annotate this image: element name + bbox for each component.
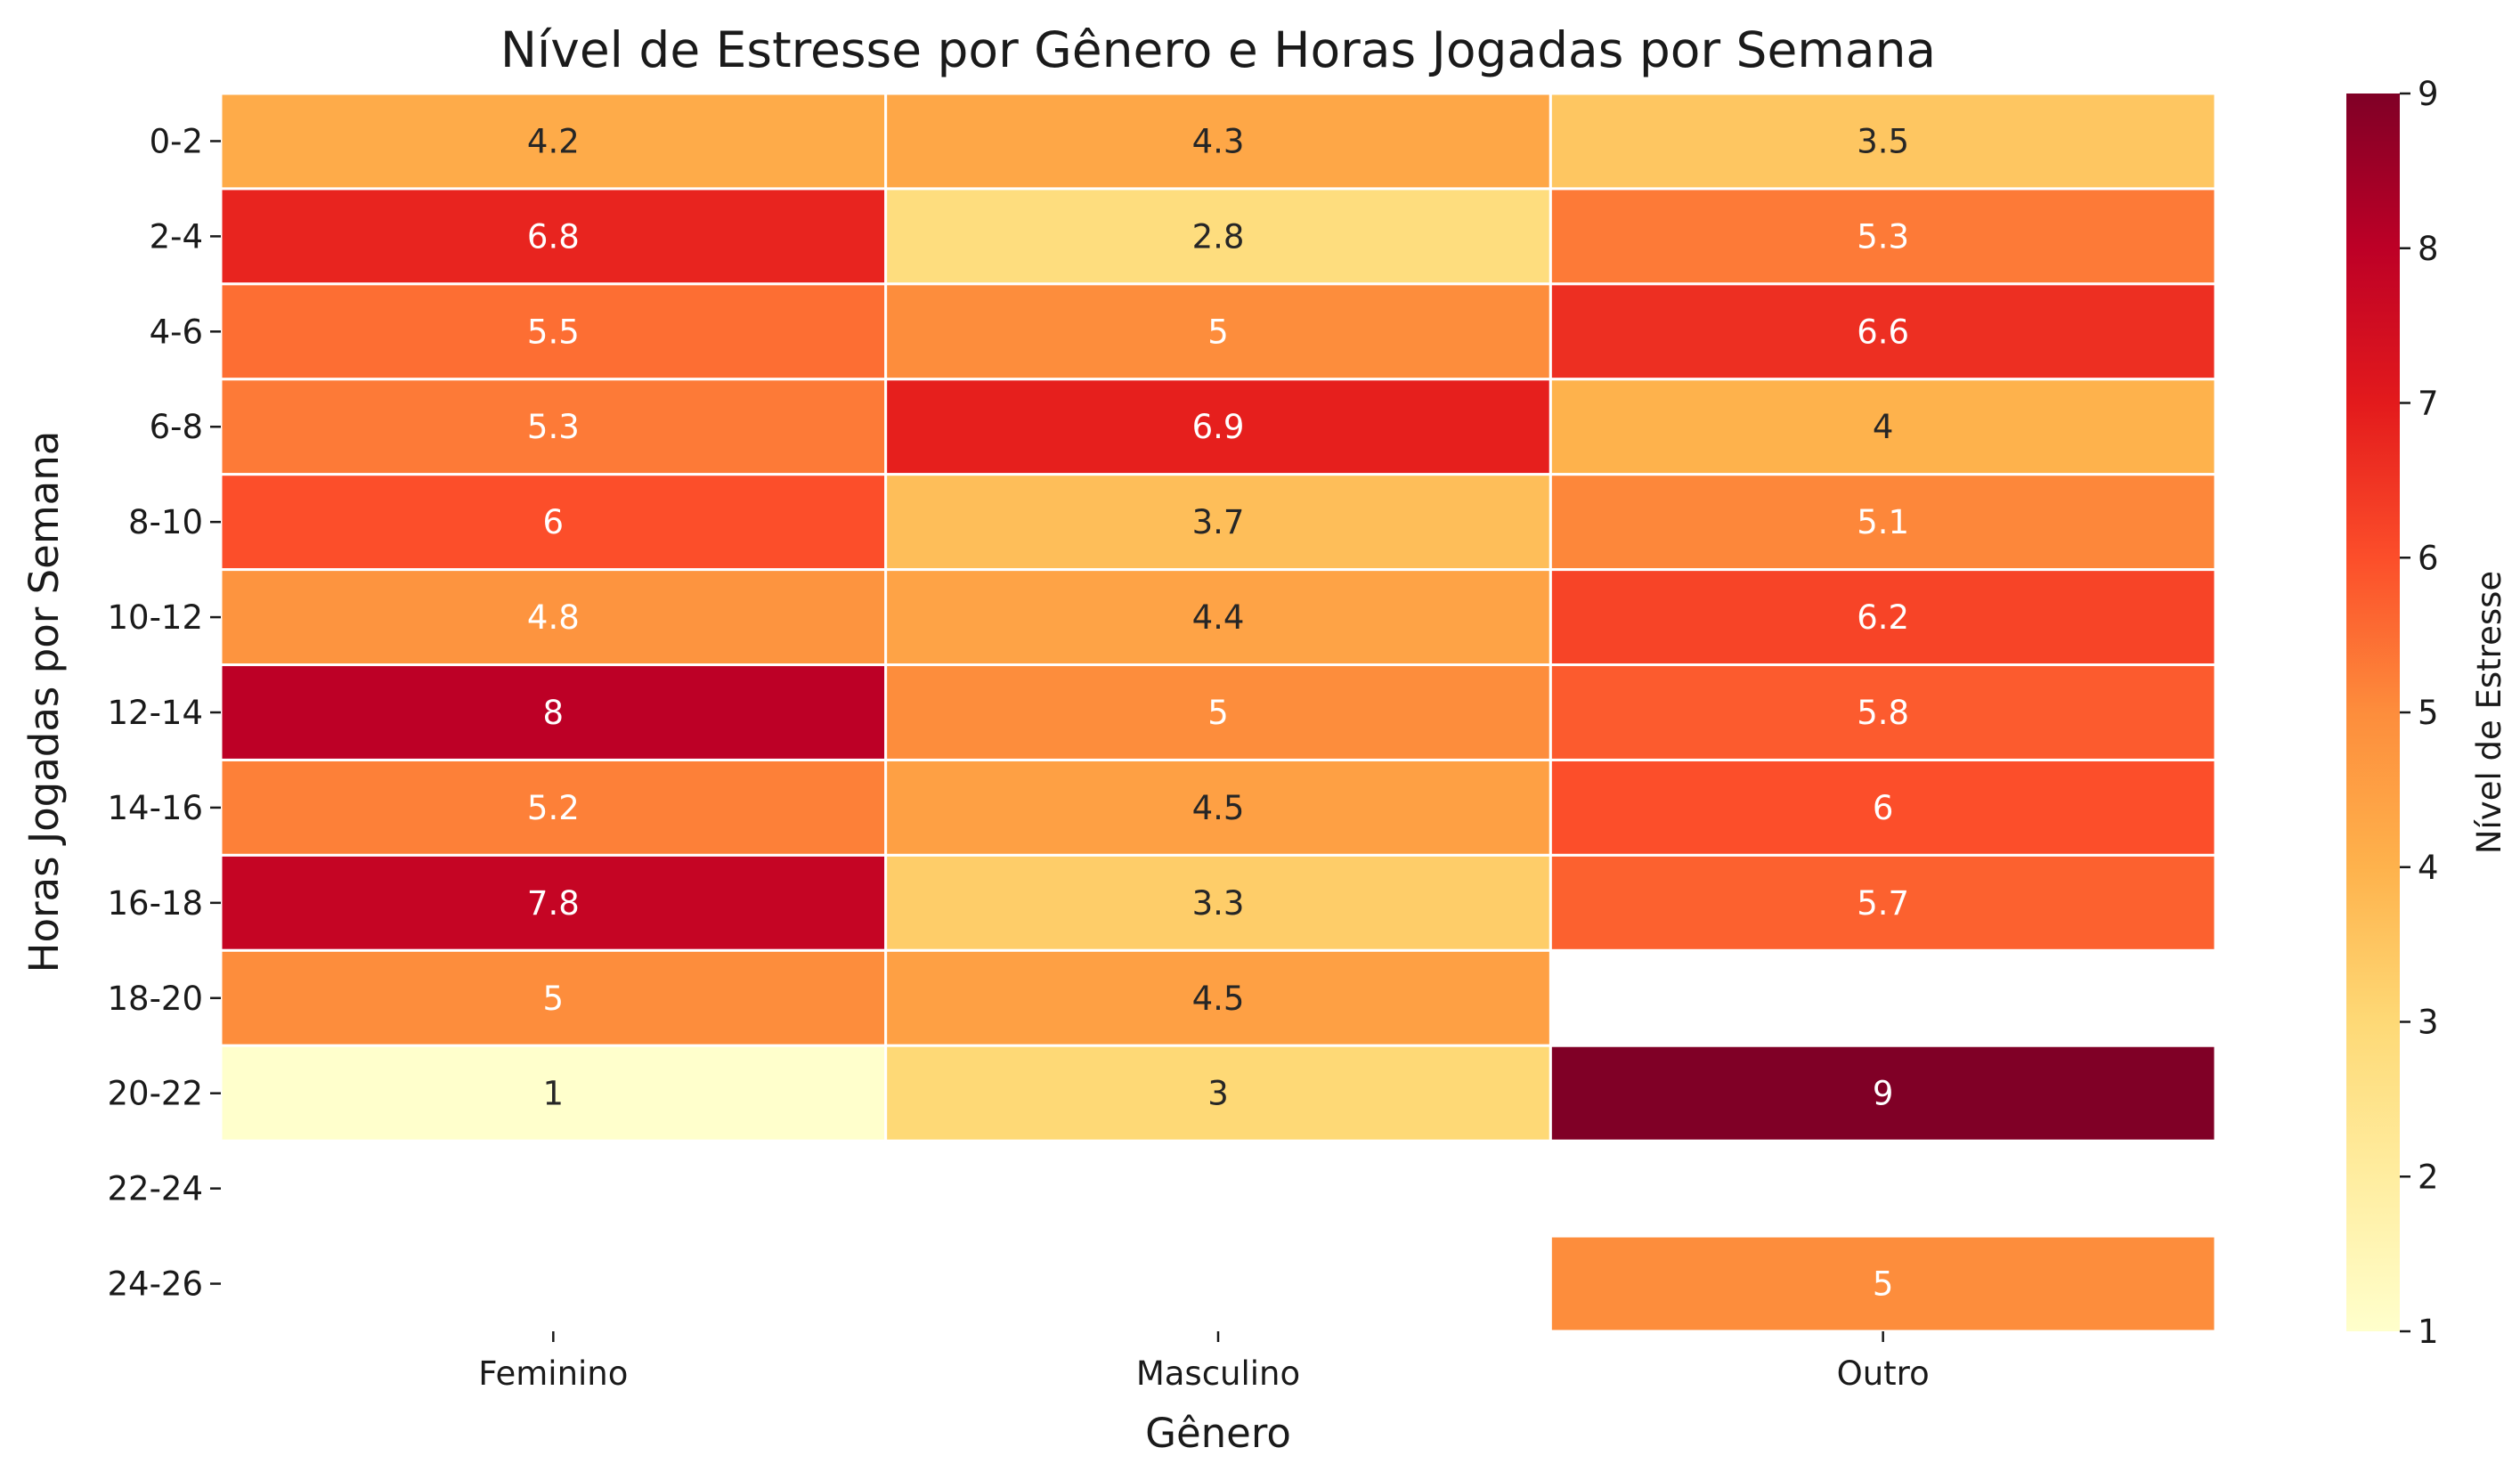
cell-value-label: 4.5	[1192, 789, 1245, 827]
cell-value-label: 4	[1873, 408, 1894, 446]
colorbar-ticks: 1 2 3 4 5 6 7 8 9	[2400, 75, 2439, 1351]
x-axis-ticks: Feminino Masculino Outro	[478, 1331, 1930, 1393]
heatmap-cell	[219, 758, 888, 857]
cell-value-label: 3.7	[1192, 503, 1245, 541]
heatmap-cell	[1549, 378, 2217, 476]
heatmap-cells: 4.2 4.3 3.5 6.8 2.8 5.3 5.5 5 6.6 5.3 6.9 4 6 3.7 5.1 4…	[219, 92, 2217, 1333]
colorbar-tick-label: 5	[2418, 694, 2439, 732]
heatmap-cell	[1549, 187, 2217, 286]
heatmap-cell	[884, 282, 1552, 381]
y-tick-label: 24-26	[107, 1265, 203, 1304]
heatmap-cell	[219, 663, 888, 761]
y-tick-label: 20-22	[107, 1075, 203, 1113]
colorbar	[2346, 94, 2400, 1331]
heatmap-cell	[1549, 1044, 2217, 1143]
heatmap-cell	[219, 187, 888, 286]
cell-value-label: 5.3	[527, 408, 580, 446]
cell-value-label: 6	[543, 503, 565, 541]
heatmap-cell	[219, 378, 888, 476]
cell-value-label: 2.8	[1192, 217, 1245, 256]
cell-value-label: 5.5	[527, 313, 580, 351]
x-tick-label: Feminino	[478, 1354, 628, 1393]
cell-value-label: 4.3	[1192, 122, 1245, 160]
cell-value-label: 6.8	[527, 217, 580, 256]
heatmap-cell	[884, 948, 1552, 1047]
colorbar-tick-label: 2	[2418, 1158, 2439, 1196]
y-tick-label: 16-18	[107, 884, 203, 923]
cell-value-label: 6	[1873, 789, 1894, 827]
y-tick-label: 10-12	[107, 598, 203, 637]
colorbar-tick-label: 7	[2418, 385, 2439, 423]
y-tick-label: 6-8	[150, 408, 203, 446]
y-tick-label: 12-14	[107, 694, 203, 732]
cell-value-label: 5	[1207, 694, 1229, 732]
heatmap-cell	[1549, 853, 2217, 952]
y-tick-label: 2-4	[150, 217, 203, 256]
heatmap-cell	[884, 758, 1552, 857]
heatmap-cell	[219, 948, 888, 1047]
colorbar-tick-label: 4	[2418, 849, 2439, 887]
colorbar-label: Nível de Estresse	[2470, 571, 2508, 854]
heatmap-cell	[884, 663, 1552, 761]
heatmap-cell	[1549, 663, 2217, 761]
cell-value-label: 6.6	[1857, 313, 1909, 351]
cell-value-label: 6.2	[1857, 598, 1909, 637]
cell-value-label: 5	[1207, 313, 1229, 351]
cell-value-label: 4.8	[527, 598, 580, 637]
cell-value-label: 3	[1207, 1075, 1229, 1113]
cell-value-label: 4.5	[1192, 980, 1245, 1018]
colorbar-tick-label: 6	[2418, 539, 2439, 577]
cell-value-label: 5.3	[1857, 217, 1909, 256]
cell-value-label: 9	[1873, 1075, 1894, 1113]
cell-value-label: 4.4	[1192, 598, 1245, 637]
y-axis-ticks: 0-2 2-4 4-6 6-8 8-10 10-12 12-14 14-16 16-18 18-2…	[107, 122, 221, 1304]
heatmap-cell	[1549, 568, 2217, 667]
cell-value-label: 5	[1873, 1265, 1894, 1304]
x-axis-label: Gênero	[1145, 1410, 1291, 1457]
y-tick-label: 8-10	[128, 503, 203, 541]
cell-value-label: 5.8	[1857, 694, 1909, 732]
heatmap-cell	[884, 568, 1552, 667]
cell-value-label: 4.2	[527, 122, 580, 160]
colorbar-tick-label: 1	[2418, 1313, 2439, 1351]
colorbar-tick-label: 3	[2418, 1004, 2439, 1042]
cell-value-label: 8	[543, 694, 565, 732]
y-tick-label: 22-24	[107, 1170, 203, 1208]
cell-value-label: 5	[543, 980, 565, 1018]
y-tick-label: 14-16	[107, 789, 203, 827]
y-tick-label: 0-2	[150, 122, 203, 160]
cell-value-label: 3.3	[1192, 884, 1245, 923]
chart-title: Nível de Estresse por Gênero e Horas Jog…	[500, 21, 1936, 78]
cell-value-label: 5.7	[1857, 884, 1909, 923]
y-axis-label: Horas Jogadas por Semana	[20, 431, 68, 973]
heatmap-cell	[219, 92, 888, 191]
y-tick-label: 4-6	[150, 313, 203, 351]
colorbar-tick-label: 9	[2418, 75, 2439, 113]
y-tick-label: 18-20	[107, 980, 203, 1018]
heatmap-cell	[884, 92, 1552, 191]
cell-value-label: 3.5	[1857, 122, 1909, 160]
heatmap-cell	[219, 853, 888, 952]
cell-value-label: 5.2	[527, 789, 580, 827]
colorbar-tick-label: 8	[2418, 230, 2439, 268]
heatmap-cell	[1549, 92, 2217, 191]
cell-value-label: 7.8	[527, 884, 580, 923]
heatmap-cell	[1549, 1234, 2217, 1333]
cell-value-label: 1	[543, 1075, 565, 1113]
cell-value-label: 5.1	[1857, 503, 1909, 541]
heatmap-cell	[884, 473, 1552, 572]
x-tick-label: Outro	[1837, 1354, 1930, 1393]
cell-value-label: 6.9	[1192, 408, 1245, 446]
heatmap-cell	[1549, 758, 2217, 857]
heatmap-cell	[884, 1044, 1552, 1143]
x-tick-label: Masculino	[1136, 1354, 1300, 1393]
